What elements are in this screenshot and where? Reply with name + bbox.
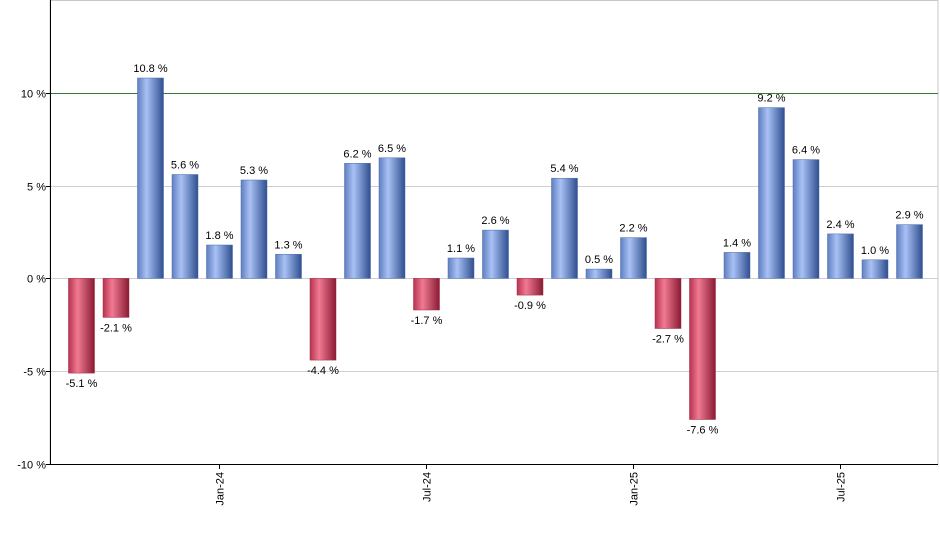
y-tick-label: -5 % bbox=[23, 367, 46, 379]
bar-value-label: 10.8 % bbox=[133, 63, 167, 75]
bar-positive bbox=[792, 159, 820, 279]
bars bbox=[68, 77, 923, 420]
x-tick-label: Jul-25 bbox=[836, 472, 848, 502]
bar-positive bbox=[758, 107, 785, 279]
bar-positive bbox=[896, 224, 923, 279]
y-tick-label: 10 % bbox=[21, 89, 46, 101]
y-tick-label: -10 % bbox=[17, 460, 46, 472]
bar-positive bbox=[861, 259, 889, 279]
y-tick-label: 5 % bbox=[27, 182, 46, 194]
bar-value-label: 1.1 % bbox=[447, 243, 475, 255]
bar-negative bbox=[654, 278, 682, 329]
x-tick-label: Jul-24 bbox=[422, 472, 434, 502]
bar-value-label: 1.3 % bbox=[274, 239, 302, 251]
x-tick-label: Jan-24 bbox=[215, 472, 227, 506]
bar-value-label: 5.4 % bbox=[550, 163, 578, 175]
bar-value-label: -1.7 % bbox=[411, 315, 443, 327]
bar-value-label: 1.8 % bbox=[205, 230, 233, 242]
bar-value-label: -5.1 % bbox=[66, 378, 98, 390]
bar-positive bbox=[620, 237, 647, 279]
bar-value-label: -0.9 % bbox=[514, 300, 546, 312]
bar-value-label: 6.2 % bbox=[343, 148, 371, 160]
bar-positive bbox=[344, 163, 371, 279]
bar-positive bbox=[585, 268, 613, 279]
y-tick-label: 0 % bbox=[27, 274, 46, 286]
bar-value-label: 6.5 % bbox=[378, 143, 406, 155]
bar-positive bbox=[482, 229, 509, 279]
bar-positive bbox=[827, 233, 854, 279]
axes bbox=[50, 0, 938, 465]
bar-value-label: 5.6 % bbox=[171, 160, 199, 172]
bar-positive bbox=[447, 257, 475, 279]
bar-value-label: -4.4 % bbox=[307, 365, 339, 377]
bar-value-label: 2.4 % bbox=[826, 219, 854, 231]
bar-value-label: 2.9 % bbox=[895, 210, 923, 222]
bar-value-label: 2.6 % bbox=[481, 215, 509, 227]
bar-positive bbox=[551, 177, 578, 279]
bar-value-label: -7.6 % bbox=[687, 425, 719, 437]
bar-value-label: 9.2 % bbox=[757, 93, 785, 105]
x-axis-ticks: Jan-24 Jul-24 Jan-25 Jul-25 bbox=[215, 464, 848, 506]
y-axis-ticks: -10 % -5 % 0 % 5 % 10 % bbox=[17, 89, 50, 472]
bar-positive bbox=[378, 157, 406, 279]
bar-positive bbox=[275, 254, 302, 279]
bar-negative bbox=[413, 278, 440, 311]
bar-value-label: 1.4 % bbox=[723, 237, 751, 249]
bar-value-label: 0.5 % bbox=[585, 254, 613, 266]
bar-negative bbox=[309, 278, 337, 361]
bar-positive bbox=[240, 179, 268, 279]
x-tick-label: Jan-25 bbox=[629, 472, 641, 506]
value-labels: -5.1 % -2.1 % 10.8 % 5.6 % 1.8 % 5.3 % 1.3 % -4… bbox=[66, 63, 924, 437]
bar-negative bbox=[102, 278, 130, 318]
bar-value-label: -2.7 % bbox=[652, 334, 684, 346]
bar-negative bbox=[689, 278, 716, 420]
bar-positive bbox=[137, 77, 164, 279]
bar-positive bbox=[206, 244, 233, 279]
bar-value-label: 5.3 % bbox=[240, 165, 268, 177]
bar-negative bbox=[516, 278, 544, 296]
bar-value-label: 1.0 % bbox=[861, 245, 889, 257]
bar-positive bbox=[171, 174, 199, 279]
bar-value-label: 2.2 % bbox=[619, 223, 647, 235]
bar-value-label: -2.1 % bbox=[100, 322, 132, 334]
bar-negative bbox=[68, 278, 95, 374]
bar-positive bbox=[723, 252, 751, 279]
bar-value-label: 6.4 % bbox=[792, 145, 820, 157]
